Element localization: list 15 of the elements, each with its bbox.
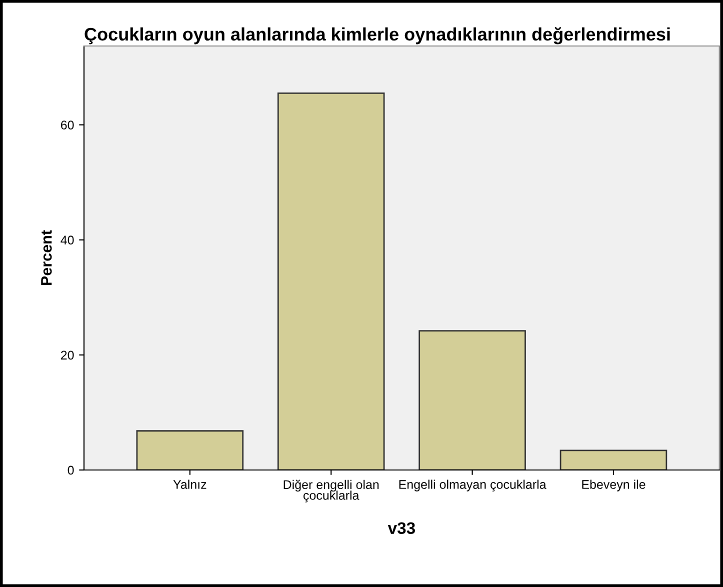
x-tick-label: Diğer engelli olan çocuklarla bbox=[284, 480, 379, 502]
bar bbox=[136, 430, 244, 470]
x-tick-label: Engelli olmayan çocuklarla bbox=[399, 480, 546, 492]
x-tick-label: Ebeveyn ile bbox=[582, 480, 646, 492]
chart-title: Çocukların oyun alanlarında kimlerle oynadıklarının değerlendirmesi bbox=[84, 27, 670, 44]
x-axis-title: v33 bbox=[388, 522, 415, 534]
bar bbox=[277, 92, 385, 470]
bar bbox=[560, 450, 668, 470]
y-tick-label: 60 bbox=[61, 120, 74, 130]
y-tick-label: 0 bbox=[68, 466, 74, 475]
x-tick-label: Yalnız bbox=[173, 480, 206, 489]
y-tick-label: 40 bbox=[60, 236, 74, 245]
bar bbox=[418, 330, 526, 470]
y-axis-title: Percent bbox=[41, 230, 52, 285]
y-tick-label: 20 bbox=[61, 350, 74, 360]
